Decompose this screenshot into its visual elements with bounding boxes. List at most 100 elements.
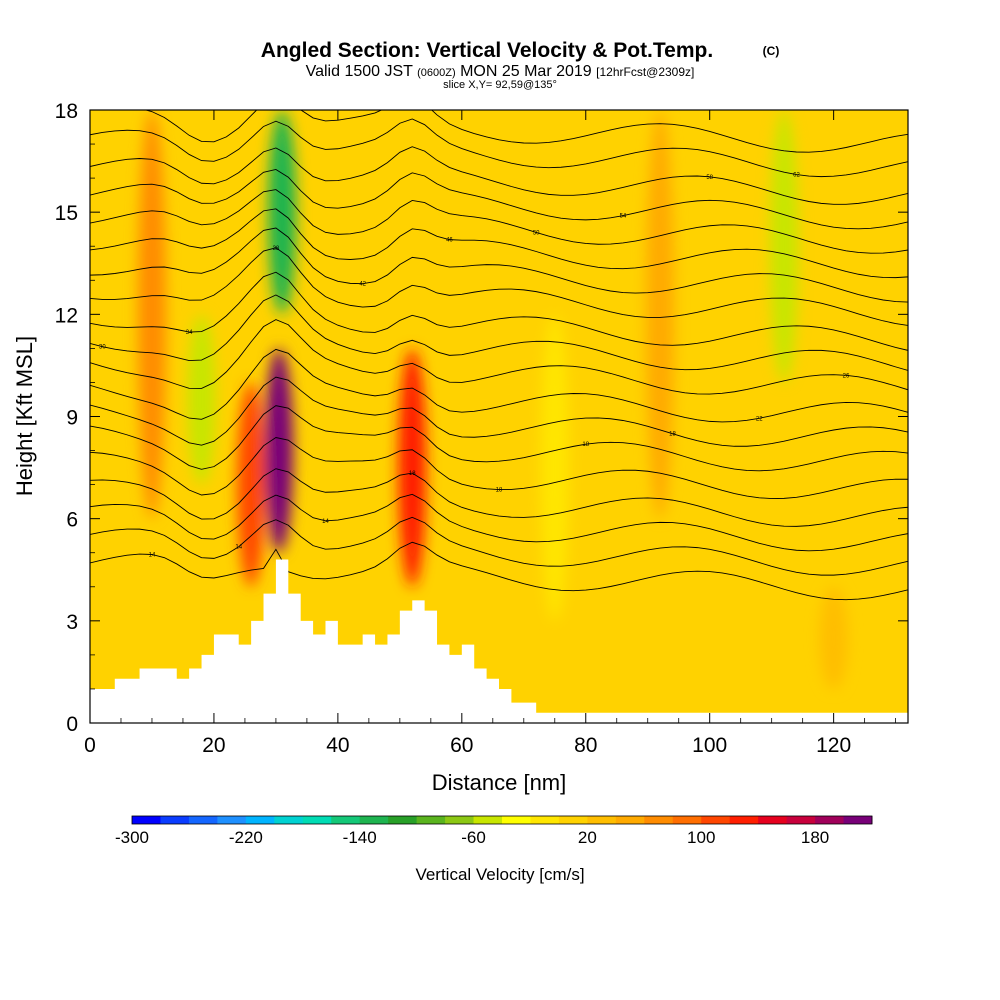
- velocity-feature-1: [187, 314, 216, 485]
- colorbar-tick-label: 100: [687, 828, 715, 847]
- isentrope-11: [90, 247, 908, 326]
- isentrope-label-9: 30: [99, 345, 106, 351]
- isentrope-label-12: 42: [359, 282, 366, 288]
- velocity-feature-8: [540, 314, 569, 621]
- isentrope-label-2: 14: [322, 519, 329, 525]
- isentrope-label-1: 14: [235, 545, 242, 551]
- x-tick-label: 0: [84, 734, 96, 757]
- x-axis-label: Distance [nm]: [432, 770, 567, 795]
- x-tick-label: 40: [326, 734, 349, 757]
- isentrope-label-8: 26: [843, 373, 850, 379]
- colorbar-segment-12: [473, 816, 503, 824]
- colorbar-segment-16: [587, 816, 617, 824]
- isentrope-6: [90, 376, 908, 447]
- colorbar-segment-19: [672, 816, 702, 824]
- isentrope-label-16: 58: [706, 175, 713, 181]
- isentrope-label-6: 18: [669, 432, 676, 438]
- isentrope-12: [90, 227, 908, 303]
- velocity-feature-3: [265, 348, 294, 553]
- colorbar-segment-11: [445, 816, 475, 824]
- isentrope-label-0: 14: [149, 552, 156, 558]
- y-tick-label: 15: [55, 202, 78, 225]
- x-tick-label: 100: [692, 734, 727, 757]
- isentrope-label-14: 50: [533, 230, 540, 236]
- colorbar-segment-14: [530, 816, 560, 824]
- valid-forecast: [12hrFcst@2309z]: [596, 65, 694, 79]
- isentrope-16: [90, 146, 908, 205]
- terrain-mask: [90, 559, 908, 723]
- velocity-feature-4: [268, 110, 297, 315]
- chart-title-tag: (C): [763, 44, 780, 58]
- colorbar-segment-17: [615, 816, 645, 824]
- isentrope-4: [90, 437, 908, 500]
- velocity-features: [137, 110, 848, 689]
- colorbar-frame: [131, 815, 873, 825]
- velocity-feature-5: [398, 348, 427, 587]
- potential-temperature-contours: 14 14 14 18 18 18 18 22 26 30 34 38 42 46 50 54 58 62: [90, 110, 908, 601]
- isentrope-10: [90, 271, 908, 351]
- isentrope-18: [144, 110, 908, 153]
- colorbar-segment-15: [558, 816, 588, 824]
- colorbar-segment-8: [359, 816, 389, 824]
- y-tick-label: 3: [66, 611, 78, 634]
- colorbar-tick-label: 180: [801, 828, 829, 847]
- isentrope-13: [90, 208, 908, 279]
- colorbar-segment-22: [758, 816, 788, 824]
- y-tick-label: 12: [55, 304, 78, 327]
- colorbar-segment-3: [217, 816, 247, 824]
- slice-info: slice X,Y= 92,59@135°: [443, 79, 557, 91]
- y-tick-label: 9: [66, 407, 78, 430]
- chart-valid-line: Valid 1500 JST (0600Z) MON 25 Mar 2019 […: [306, 63, 695, 80]
- isentrope-label-7: 22: [756, 416, 763, 422]
- colorbar-segment-25: [843, 816, 873, 824]
- isentrope-label-5: 18: [582, 442, 589, 448]
- colorbar-segment-21: [729, 816, 759, 824]
- y-tick-label: 18: [55, 100, 78, 123]
- colorbar-segment-10: [416, 816, 446, 824]
- colorbar-segment-9: [388, 816, 418, 824]
- colorbar-segment-18: [644, 816, 674, 824]
- valid-prefix: Valid 1500 JST: [306, 63, 414, 80]
- isentrope-label-3: 18: [409, 471, 416, 477]
- colorbar-ticks: -300 -220 -140 -60 20 100 180: [115, 828, 829, 847]
- y-axis-label: Height [Kft MSL]: [12, 336, 37, 496]
- velocity-feature-9: [819, 586, 848, 689]
- velocity-feature-6: [646, 110, 675, 519]
- velocity-feature-7: [770, 110, 799, 383]
- colorbar-tick-label: 20: [578, 828, 597, 847]
- colorbar-segment-13: [502, 816, 531, 824]
- chart-title: Angled Section: Vertical Velocity & Pot.…: [261, 39, 713, 62]
- plot-area: 14 14 14 18 18 18 18 22 26 30 34 38 42 46 50 54 58 62: [90, 110, 908, 723]
- isentrope-0: [90, 541, 908, 601]
- isentrope-17: [90, 118, 908, 178]
- valid-utc: (0600Z): [417, 67, 456, 79]
- isentrope-7: [90, 348, 908, 423]
- colorbar-segment-4: [245, 816, 275, 824]
- x-tick-label: 20: [202, 734, 225, 757]
- colorbar-segment-6: [302, 816, 332, 824]
- colorbar-label: Vertical Velocity [cm/s]: [415, 865, 584, 884]
- isentrope-1: [90, 516, 908, 576]
- colorbar-segment-0: [132, 816, 161, 824]
- y-tick-label: 6: [66, 509, 78, 532]
- x-tick-label: 80: [574, 734, 597, 757]
- colorbar-tick-label: -300: [115, 828, 149, 847]
- isentrope-label-15: 54: [620, 214, 627, 220]
- isentrope-5: [90, 405, 908, 472]
- colorbar-segment-23: [786, 816, 816, 824]
- isentrope-label-4: 18: [496, 488, 503, 494]
- isentrope-label-17: 62: [793, 173, 800, 179]
- colorbar-segment-2: [188, 816, 218, 824]
- colorbar-segment-5: [274, 816, 304, 824]
- velocity-feature-2: [237, 382, 266, 587]
- y-axis: 0 3 6 9 12 15 18: [55, 100, 908, 736]
- colorbar-tick-label: -60: [461, 828, 486, 847]
- isentrope-label-11: 38: [273, 246, 280, 252]
- isentrope-label-10: 34: [186, 330, 193, 336]
- x-axis: 0 20 40 60 80 100 120: [84, 110, 897, 757]
- colorbar-tick-label: -140: [343, 828, 377, 847]
- colorbar-segment-20: [701, 816, 731, 824]
- isentrope-14: [90, 189, 908, 254]
- isentrope-label-13: 46: [446, 238, 453, 244]
